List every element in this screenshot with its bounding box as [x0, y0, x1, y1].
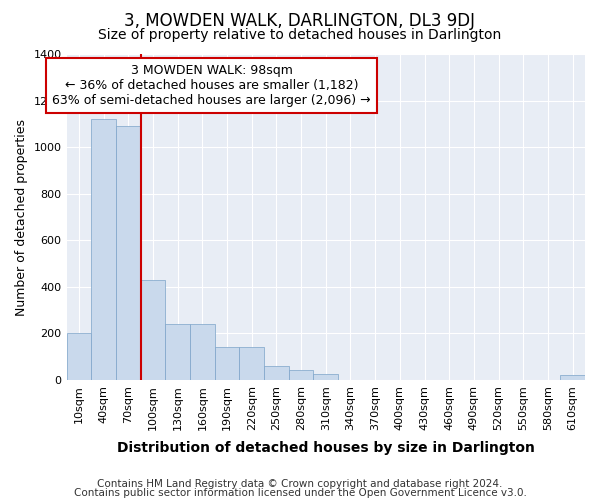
Bar — [264, 366, 289, 380]
Bar — [116, 126, 140, 380]
Text: Contains HM Land Registry data © Crown copyright and database right 2024.: Contains HM Land Registry data © Crown c… — [97, 479, 503, 489]
Bar — [67, 334, 91, 380]
Text: Contains public sector information licensed under the Open Government Licence v3: Contains public sector information licen… — [74, 488, 526, 498]
Bar — [560, 376, 585, 380]
Bar — [140, 280, 165, 380]
Bar — [289, 370, 313, 380]
Bar — [239, 348, 264, 380]
Bar — [165, 324, 190, 380]
Text: 3 MOWDEN WALK: 98sqm   
← 36% of detached houses are smaller (1,182)
63% of semi: 3 MOWDEN WALK: 98sqm ← 36% of detached h… — [52, 64, 371, 107]
Y-axis label: Number of detached properties: Number of detached properties — [15, 118, 28, 316]
Bar — [215, 348, 239, 380]
Bar — [91, 119, 116, 380]
Text: 3, MOWDEN WALK, DARLINGTON, DL3 9DJ: 3, MOWDEN WALK, DARLINGTON, DL3 9DJ — [125, 12, 476, 30]
Text: Size of property relative to detached houses in Darlington: Size of property relative to detached ho… — [98, 28, 502, 42]
Bar — [313, 374, 338, 380]
Bar — [190, 324, 215, 380]
X-axis label: Distribution of detached houses by size in Darlington: Distribution of detached houses by size … — [117, 441, 535, 455]
